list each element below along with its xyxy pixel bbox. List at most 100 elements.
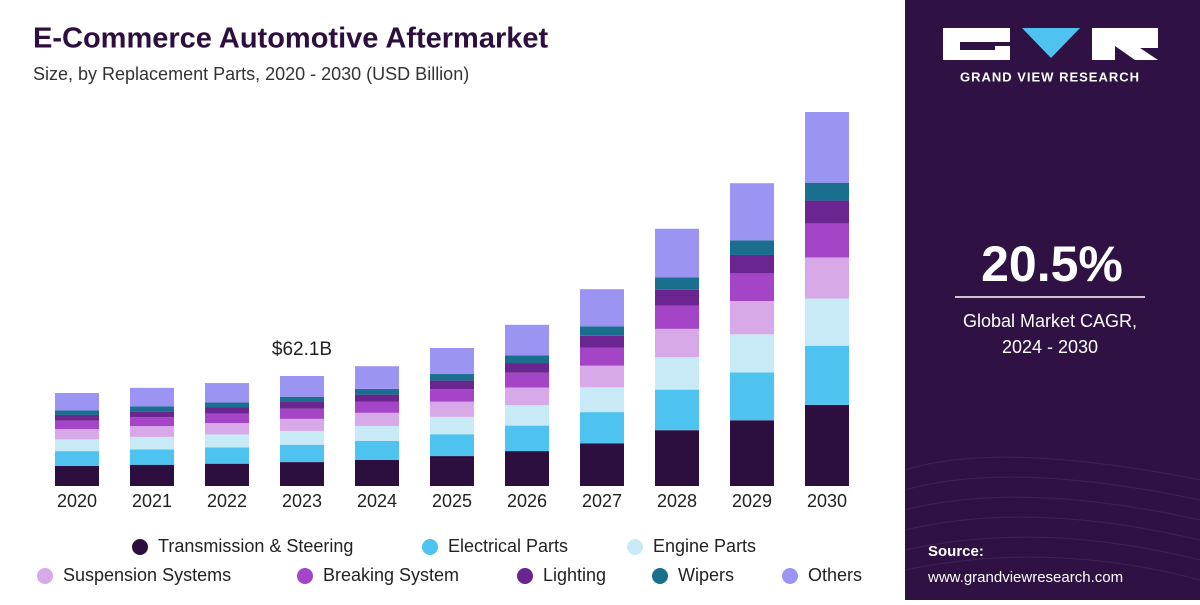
bar-segment [130, 417, 174, 427]
bar-segment [430, 401, 474, 417]
legend-swatch [422, 539, 438, 555]
legend-swatch [297, 568, 313, 584]
bar-segment [655, 328, 699, 358]
legend-label: Wipers [678, 565, 734, 585]
legend-swatch [132, 539, 148, 555]
bar-segment [205, 447, 249, 464]
bar-segment [55, 410, 99, 415]
bar-segment [280, 408, 324, 419]
bar-segment [805, 200, 849, 224]
bar-segment [805, 223, 849, 258]
cagr-label: Global Market CAGR, [963, 311, 1137, 331]
brand-name: GRAND VIEW RESEARCH [960, 69, 1140, 84]
bar-segment [55, 392, 99, 411]
bar-segment [805, 182, 849, 201]
bar-segment [205, 423, 249, 435]
bar-segment [205, 413, 249, 424]
bar-segment [430, 416, 474, 435]
bar-segment [730, 273, 774, 302]
bar-segment [355, 366, 399, 389]
x-tick-label: 2024 [357, 491, 397, 511]
bar-segment [580, 443, 624, 486]
bar-segment [355, 401, 399, 413]
chart-title: E-Commerce Automotive Aftermarket [33, 23, 548, 55]
bar-segment [505, 372, 549, 388]
bar-segment [55, 439, 99, 452]
bar-segment [730, 301, 774, 335]
bar-segment [280, 402, 324, 409]
bar-segment [205, 402, 249, 408]
x-tick-label: 2025 [432, 491, 472, 511]
bar-segment [355, 388, 399, 395]
bar-segment [130, 436, 174, 450]
bar-segment [505, 451, 549, 486]
bar-segment [55, 451, 99, 466]
bar-segment [580, 412, 624, 444]
bar-segment [205, 463, 249, 486]
legend-swatch [517, 568, 533, 584]
bar-segment [205, 434, 249, 448]
sidebar-pattern [904, 456, 1200, 581]
source-label: Source: [928, 543, 984, 560]
bar-segment [280, 462, 324, 486]
bar-segment [130, 387, 174, 407]
legend-label: Suspension Systems [63, 565, 231, 585]
sidebar-background [905, 0, 1200, 600]
bar-segment [580, 387, 624, 413]
bar-segment [730, 240, 774, 255]
x-tick-label: 2029 [732, 491, 772, 511]
bar-segment [805, 345, 849, 405]
bar-segment [580, 347, 624, 366]
bar-segment [655, 228, 699, 278]
bar-segment [355, 412, 399, 426]
bar-segment [805, 404, 849, 486]
x-tick-label: 2021 [132, 491, 172, 511]
cagr-value: 20.5% [981, 236, 1123, 292]
bar-segment [730, 372, 774, 421]
legend-label: Lighting [543, 565, 606, 585]
bar-segment [280, 396, 324, 403]
x-tick-label: 2023 [282, 491, 322, 511]
bar-segment [805, 257, 849, 299]
bar-segment [655, 289, 699, 306]
bar-segment [505, 355, 549, 364]
annotation: $62.1B [272, 339, 332, 360]
bar-segment [730, 183, 774, 241]
bar-segment [130, 464, 174, 486]
bar-segment [730, 420, 774, 486]
source-url: www.grandviewresearch.com [927, 569, 1123, 586]
bar-segment [430, 456, 474, 486]
bar-segment [55, 420, 99, 430]
legend-swatch [652, 568, 668, 584]
bar-segment [730, 254, 774, 274]
bar-segment [430, 347, 474, 375]
logo [943, 28, 1158, 60]
bar-segment [430, 434, 474, 457]
bar-segment [505, 363, 549, 373]
legend-label: Electrical Parts [448, 536, 568, 556]
legend-swatch [37, 568, 53, 584]
x-tick-label: 2020 [57, 491, 97, 511]
bar-segment [730, 334, 774, 373]
legend-swatch [627, 539, 643, 555]
bar-segment [205, 383, 249, 403]
bar-segment [580, 289, 624, 327]
x-tick-label: 2030 [807, 491, 847, 511]
bar-segment [505, 425, 549, 452]
bar-segment [505, 324, 549, 356]
x-tick-label: 2026 [507, 491, 547, 511]
legend-swatch [782, 568, 798, 584]
bar-segment [430, 389, 474, 402]
bar-segment [580, 335, 624, 348]
bar-segment [280, 418, 324, 431]
legend-label: Transmission & Steering [158, 536, 353, 556]
bar-segment [355, 425, 399, 441]
bar-segment [55, 414, 99, 421]
bar-segment [55, 429, 99, 440]
bar-segment [580, 326, 624, 336]
bar-segment [655, 430, 699, 486]
cagr-label: 2024 - 2030 [1002, 337, 1098, 357]
bar-segment [655, 305, 699, 329]
legend-label: Breaking System [323, 565, 459, 585]
